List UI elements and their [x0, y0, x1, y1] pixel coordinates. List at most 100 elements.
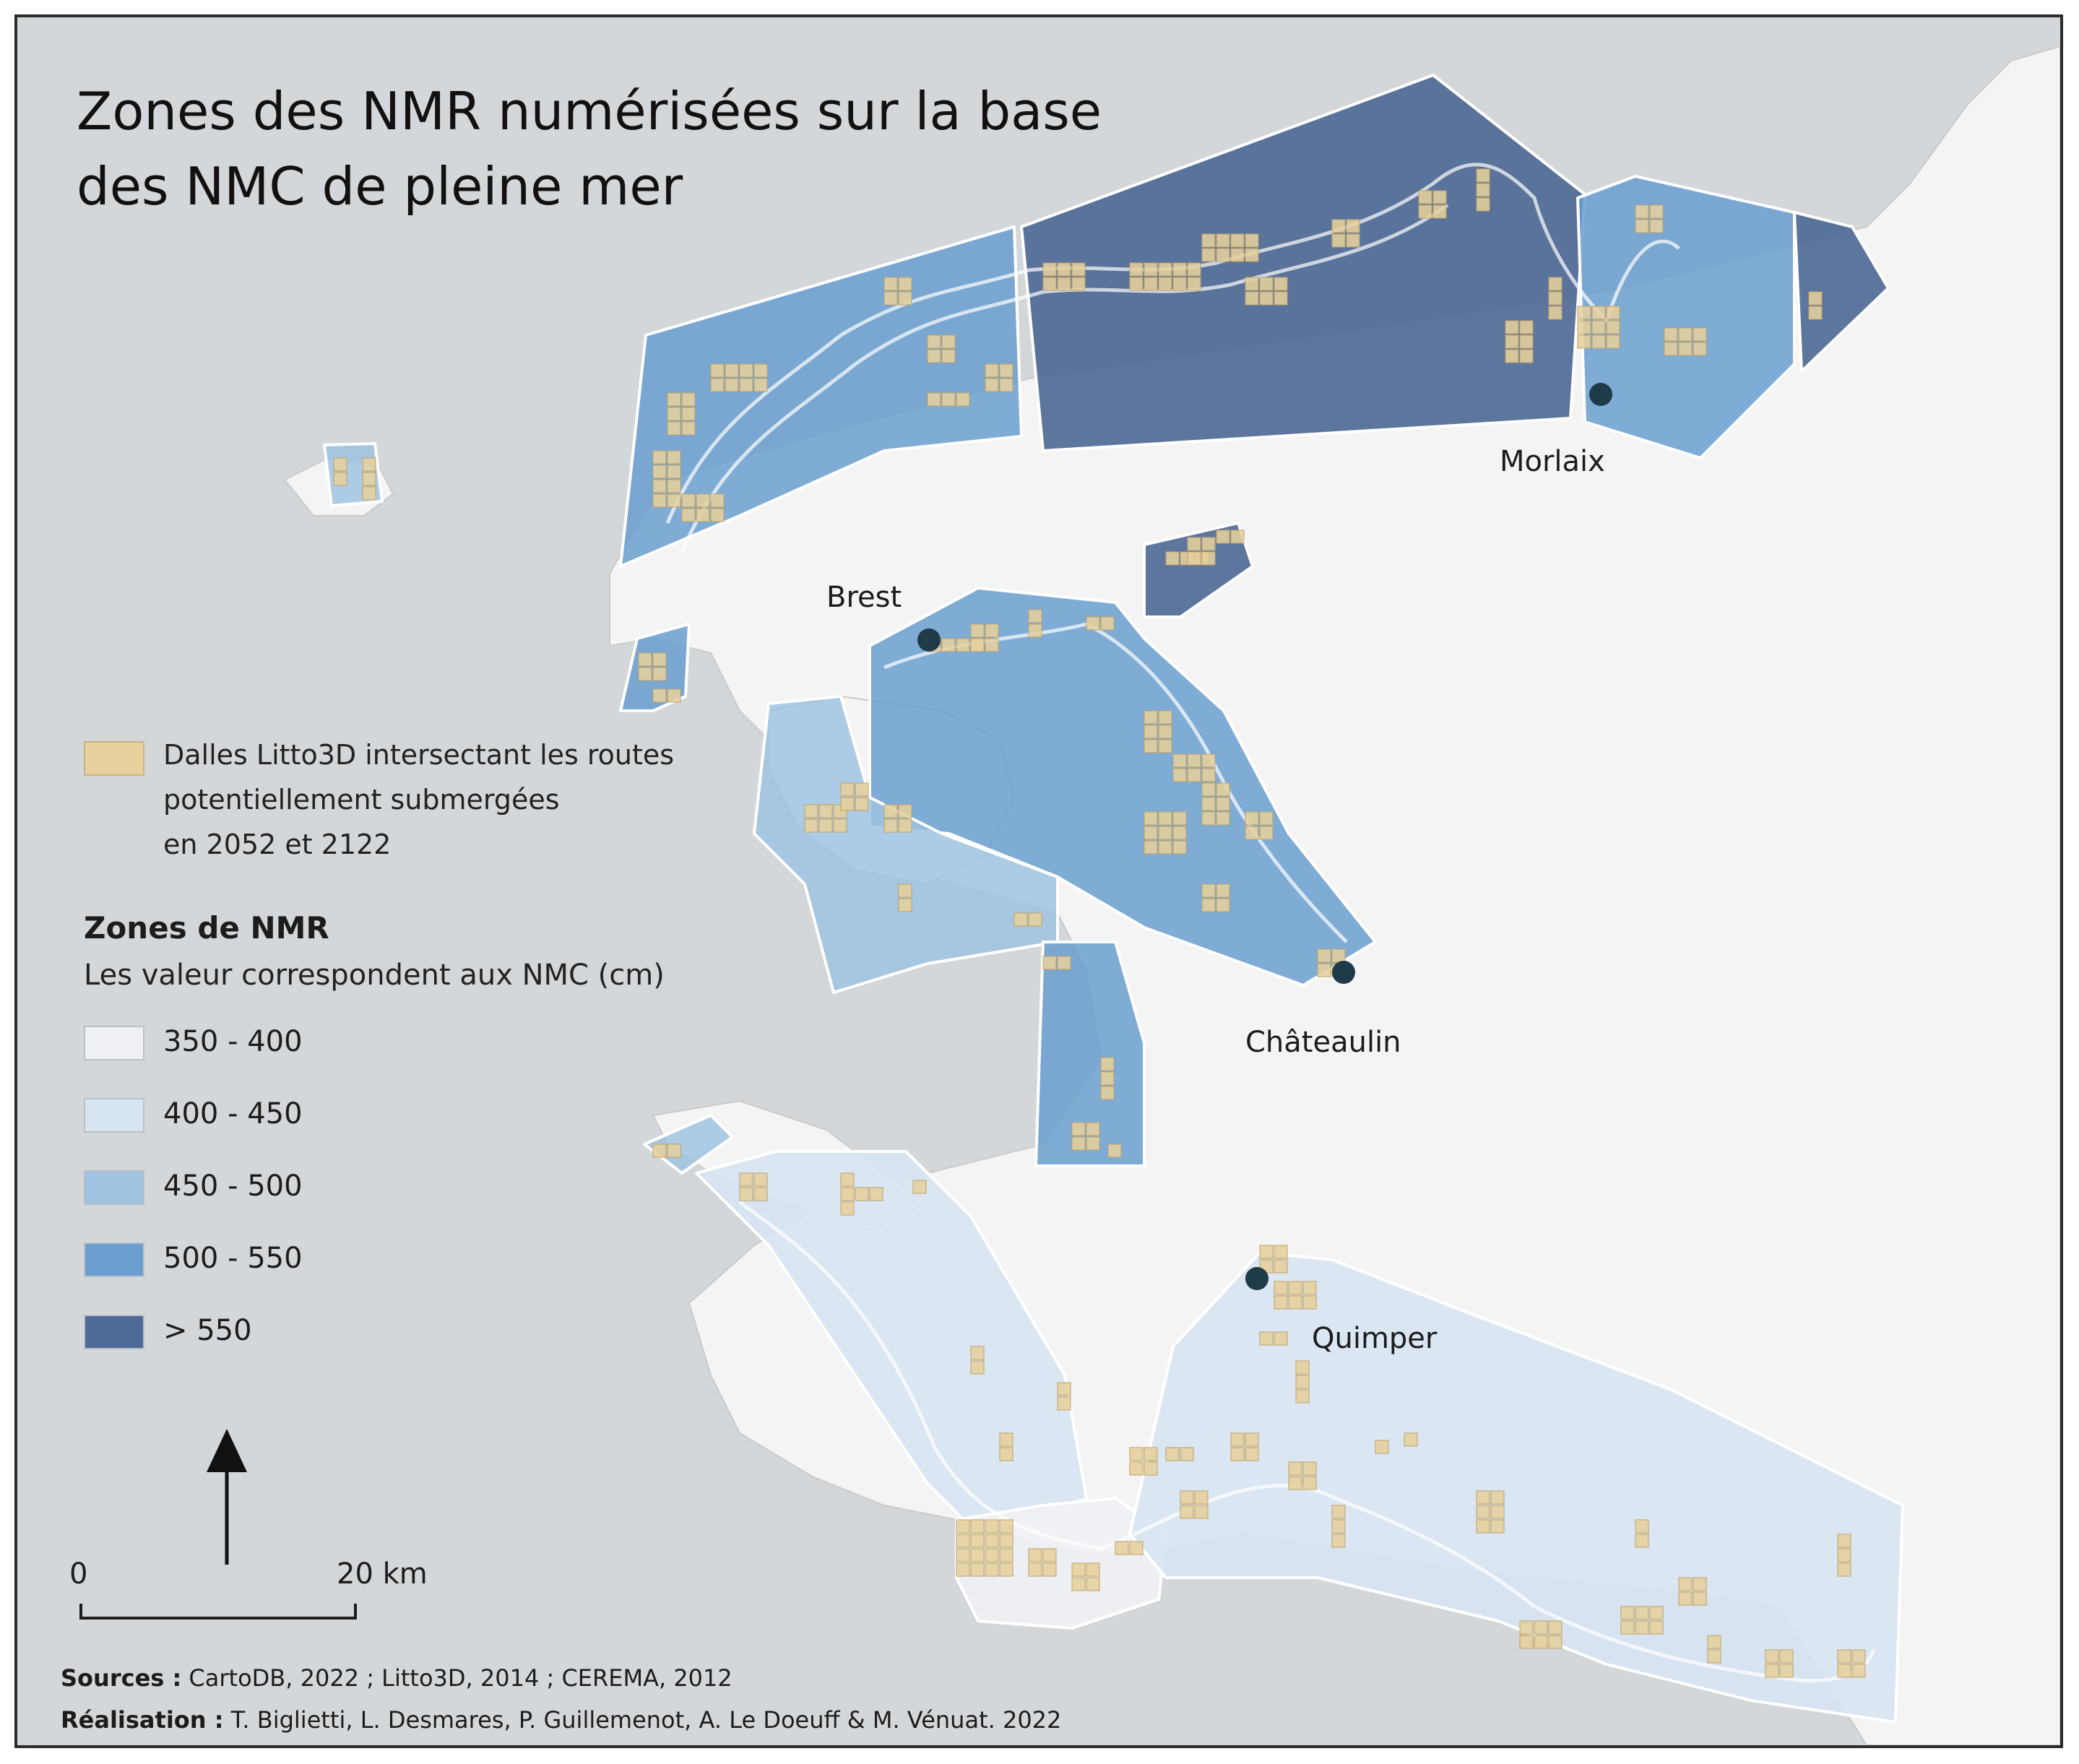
litto3d-tile	[725, 378, 739, 392]
litto3d-tile	[1071, 1562, 1086, 1577]
city-marker-quimper	[1245, 1267, 1268, 1290]
litto3d-tile	[1071, 277, 1086, 291]
litto3d-tile	[681, 392, 696, 407]
litto3d-tile	[753, 363, 768, 378]
litto3d-tile	[681, 493, 696, 508]
litto3d-tile	[1331, 219, 1346, 233]
litto3d-tile	[1042, 956, 1057, 970]
litto3d-tile	[1230, 233, 1245, 248]
litto3d-tile	[1107, 1143, 1122, 1158]
litto3d-tile	[1331, 233, 1346, 248]
litto3d-tile	[1765, 1649, 1779, 1664]
map-title-line-1: Zones des NMR numérisées sur la base	[77, 81, 1102, 142]
litto3d-tile	[1172, 262, 1187, 277]
litto3d-tile	[1519, 349, 1534, 363]
litto3d-tile	[1158, 826, 1172, 840]
litto3d-tile	[667, 1143, 681, 1158]
litto3d-tile	[1649, 219, 1664, 233]
zone-douarnenez	[1034, 941, 1146, 1167]
litto3d-tile	[1071, 1577, 1086, 1591]
litto3d-tile	[681, 421, 696, 436]
litto3d-tile	[362, 472, 376, 486]
legend-zone-swatch	[84, 1242, 144, 1277]
litto3d-tile	[1201, 768, 1216, 782]
litto3d-tile	[927, 349, 941, 363]
zone-north-east	[1793, 211, 1890, 373]
litto3d-tile	[985, 1548, 999, 1562]
litto3d-tile	[1057, 262, 1071, 277]
litto3d-tile	[739, 378, 753, 392]
litto3d-tile	[1331, 1505, 1346, 1519]
litto3d-tile	[652, 450, 667, 464]
litto3d-tile	[1201, 811, 1216, 826]
litto3d-tile	[985, 1534, 999, 1548]
litto3d-tile	[1779, 1649, 1794, 1664]
litto3d-tile	[985, 623, 999, 638]
litto3d-tile	[1100, 616, 1115, 631]
sources-line: Sources : CartoDB, 2022 ; Litto3D, 2014 …	[61, 1657, 1061, 1699]
coast-line-north-2	[680, 203, 1449, 553]
litto3d-tile	[999, 378, 1013, 392]
litto3d-tile	[804, 804, 818, 818]
litto3d-tile	[883, 291, 898, 306]
litto3d-tile	[696, 508, 710, 522]
litto3d-tile	[652, 688, 667, 703]
legend-zone-item: 400 - 450	[84, 1085, 806, 1157]
litto3d-tile	[1678, 1577, 1693, 1591]
litto3d-tile	[1664, 327, 1678, 342]
litto3d-tile	[333, 457, 347, 472]
litto3d-tile	[1505, 349, 1519, 363]
litto3d-tile	[1302, 1461, 1317, 1476]
litto3d-tile	[1144, 710, 1158, 725]
litto3d-tile	[1808, 291, 1823, 306]
litto3d-tile	[1230, 529, 1245, 544]
litto3d-tile	[999, 1447, 1013, 1461]
litto3d-tile	[1129, 1461, 1144, 1476]
litto3d-tile	[1057, 277, 1071, 291]
litto3d-tile	[1331, 1534, 1346, 1548]
litto3d-tile	[1201, 782, 1216, 797]
litto3d-tile	[1158, 811, 1172, 826]
litto3d-tile	[333, 472, 347, 486]
litto3d-tile	[985, 638, 999, 652]
litto3d-tile	[999, 363, 1013, 378]
litto3d-tile	[1476, 197, 1490, 212]
litto3d-tile	[1295, 1375, 1310, 1389]
litto3d-tile	[1519, 1620, 1534, 1635]
litto3d-tile	[1274, 1281, 1288, 1295]
litto3d-tile	[1194, 1490, 1209, 1505]
litto3d-tile	[1678, 1591, 1693, 1606]
litto3d-tile	[1317, 948, 1331, 963]
litto3d-tile	[1172, 753, 1187, 768]
legend-zone-swatch	[84, 1170, 144, 1205]
litto3d-tile	[1144, 739, 1158, 753]
litto3d-tile	[927, 392, 941, 407]
litto3d-tile	[1216, 797, 1230, 811]
legend-tile-line-2: potentiellement submergées	[163, 784, 560, 816]
litto3d-tile	[1100, 1057, 1115, 1071]
zone-rade-de-brest	[868, 587, 1377, 987]
litto3d-tile	[1230, 1447, 1245, 1461]
litto3d-tile	[1534, 1620, 1548, 1635]
litto3d-tile	[667, 450, 681, 464]
legend-zone-label: 400 - 450	[163, 1097, 303, 1130]
litto3d-tile	[840, 1172, 855, 1187]
litto3d-tile	[1649, 204, 1664, 219]
litto3d-tile	[1201, 883, 1216, 898]
litto3d-tile	[941, 392, 956, 407]
litto3d-tile	[1288, 1461, 1302, 1476]
litto3d-tile	[883, 818, 898, 833]
litto3d-tile	[1158, 739, 1172, 753]
litto3d-tile	[1476, 183, 1490, 197]
litto3d-tile	[1100, 1086, 1115, 1100]
litto3d-tile	[855, 782, 869, 797]
litto3d-tile	[739, 363, 753, 378]
litto3d-tile	[1548, 1620, 1563, 1635]
litto3d-tile	[1635, 1620, 1649, 1635]
litto3d-tile	[1180, 1490, 1194, 1505]
litto3d-tile	[985, 378, 999, 392]
litto3d-tile	[1664, 342, 1678, 356]
litto3d-tile	[362, 457, 376, 472]
litto3d-tile	[667, 479, 681, 493]
litto3d-tile	[1201, 248, 1216, 262]
